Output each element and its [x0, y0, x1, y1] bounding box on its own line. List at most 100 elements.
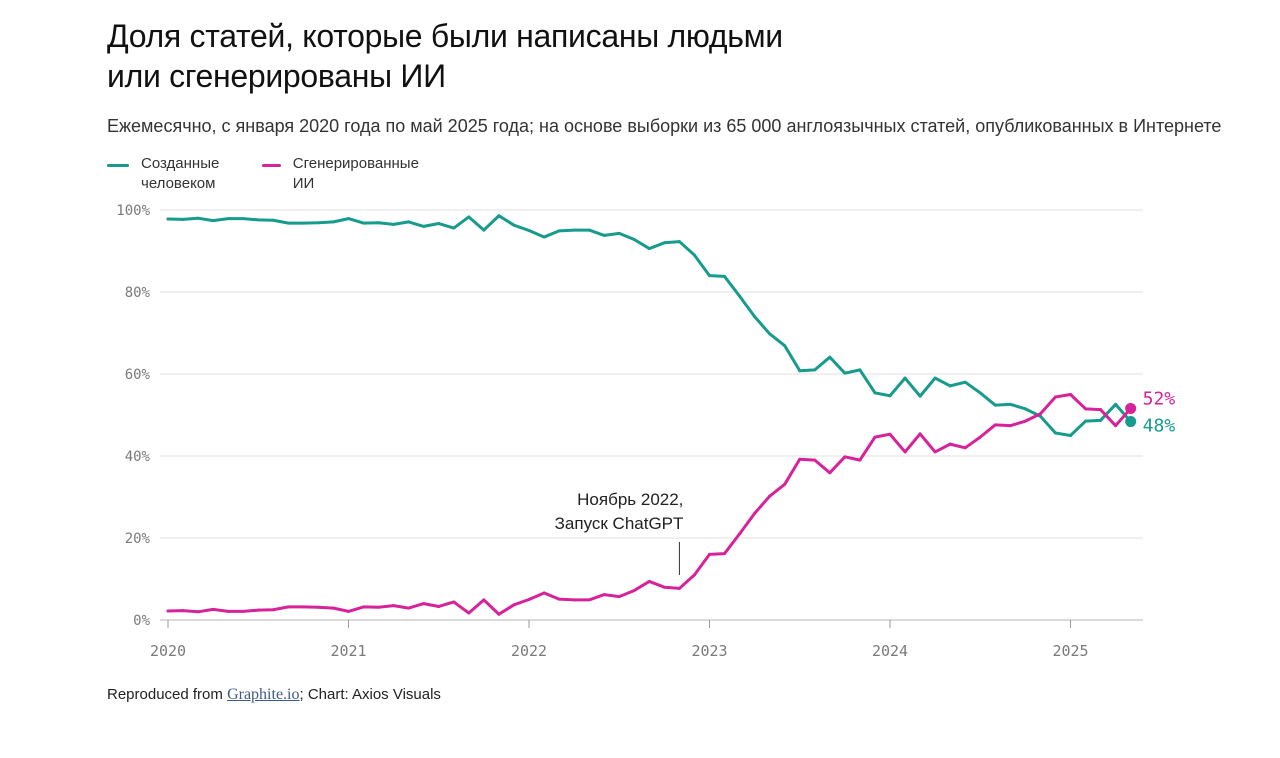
data-point: [858, 368, 862, 372]
series-human: [166, 214, 1133, 437]
data-point: [798, 457, 802, 461]
data-point: [692, 253, 696, 257]
data-point: [632, 588, 636, 592]
data-point: [527, 229, 531, 232]
y-tick-label: 100%: [116, 203, 150, 219]
data-point: [888, 432, 892, 436]
data-point: [241, 217, 245, 221]
data-point: [286, 221, 290, 225]
data-point: [527, 598, 531, 601]
data-point: [482, 598, 486, 602]
data-point: [211, 219, 215, 223]
data-point: [1069, 434, 1072, 437]
data-point: [572, 598, 576, 602]
chart-series: [166, 214, 1133, 616]
y-tick-label: 60%: [125, 367, 151, 383]
data-point: [662, 585, 666, 589]
data-point: [347, 609, 350, 613]
y-tick-label: 0%: [133, 613, 150, 629]
x-tick-label: 2025: [1052, 642, 1088, 660]
data-point: [738, 532, 742, 536]
data-point: [1084, 419, 1088, 423]
data-point: [933, 450, 937, 454]
data-point: [497, 612, 501, 616]
data-point: [392, 604, 396, 608]
data-point: [647, 579, 651, 583]
data-point: [407, 606, 411, 610]
data-point: [1038, 412, 1042, 416]
data-point: [692, 573, 696, 577]
data-point: [888, 394, 892, 398]
data-point: [1084, 407, 1088, 411]
series-end-labels: 48%52%: [1125, 388, 1176, 437]
data-point: [813, 458, 817, 462]
data-point: [301, 605, 305, 609]
data-point: [437, 604, 441, 608]
y-axis-ticks: 0% 20% 40% 60% 80% 100%: [116, 203, 150, 629]
data-point: [662, 241, 666, 245]
data-point: [873, 391, 877, 395]
data-point: [843, 371, 847, 375]
data-point: [903, 450, 907, 454]
data-point: [768, 494, 772, 498]
legend-swatch-human: [107, 164, 129, 167]
chatgpt-annotation: Ноябрь 2022, Запуск ChatGPT: [555, 490, 683, 575]
x-tick-label: 2022: [511, 642, 547, 660]
data-point: [572, 228, 576, 232]
data-point: [467, 215, 471, 219]
data-point: [647, 247, 651, 251]
data-point: [1099, 408, 1103, 412]
x-tick-label: 2024: [872, 642, 908, 660]
legend-label-ai: Сгенерированные ИИ: [292, 155, 419, 192]
data-point: [512, 603, 516, 607]
data-point: [978, 391, 982, 395]
data-point: [331, 606, 335, 610]
data-point: [362, 221, 366, 225]
source-suffix: ; Chart: Axios Visuals: [299, 686, 441, 703]
data-point: [542, 235, 546, 239]
data-point: [542, 591, 546, 595]
data-point: [602, 593, 606, 597]
x-tick-label: 2021: [330, 642, 366, 660]
data-point: [963, 380, 967, 384]
annotation-text-line-1: Ноябрь 2022,: [577, 490, 683, 509]
data-point: [723, 274, 727, 278]
data-point: [708, 274, 711, 278]
data-point: [587, 598, 591, 602]
data-point: [753, 315, 757, 319]
x-tick-label: 2020: [150, 642, 186, 660]
end-marker-ai: [1125, 402, 1137, 414]
chart-grid: [160, 209, 1143, 621]
data-point: [331, 220, 335, 224]
data-point: [467, 611, 471, 615]
data-point: [347, 217, 350, 221]
x-axis-ticks: 2020 2021 2022 2023 2024 2025: [150, 620, 1089, 660]
data-point: [512, 223, 516, 227]
data-point: [632, 238, 636, 242]
data-point: [211, 607, 215, 611]
data-point: [437, 222, 441, 226]
data-point: [798, 369, 802, 373]
data-point: [677, 586, 681, 590]
data-point: [1008, 424, 1012, 428]
data-point: [993, 423, 997, 427]
data-point: [166, 609, 170, 613]
data-point: [1023, 407, 1027, 411]
data-point: [828, 355, 832, 359]
data-point: [948, 384, 952, 388]
data-point: [422, 602, 426, 606]
legend-item-ai: Сгенерированные ИИ: [262, 154, 422, 194]
data-point: [181, 609, 185, 613]
data-point: [768, 332, 772, 336]
data-point: [271, 218, 275, 222]
source-credit: Reproduced from Graphite.io; Chart: Axio…: [107, 686, 441, 704]
data-point: [181, 217, 185, 221]
chart-title-line-2: или сгенерированы ИИ: [107, 58, 446, 94]
data-point: [753, 511, 757, 515]
end-label-ai: 52%: [1143, 388, 1176, 409]
data-point: [407, 220, 411, 224]
source-prefix: Reproduced from: [107, 686, 228, 703]
data-point: [1114, 402, 1118, 406]
source-link[interactable]: Graphite.io: [227, 686, 300, 703]
chart-title: Доля статей, которые были написаны людьм…: [107, 16, 1207, 96]
